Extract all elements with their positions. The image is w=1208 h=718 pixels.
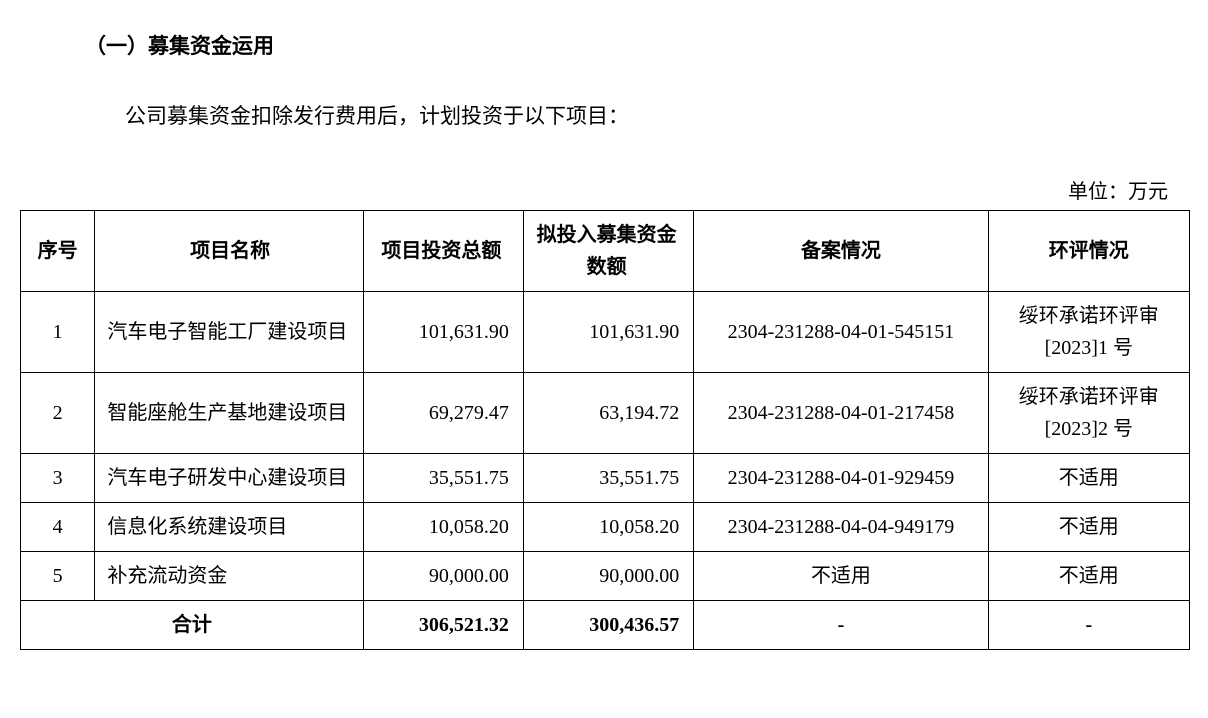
cell-amount2: 90,000.00 [523, 552, 693, 601]
table-row: 5 补充流动资金 90,000.00 90,000.00 不适用 不适用 [21, 552, 1190, 601]
cell-amount2: 63,194.72 [523, 373, 693, 454]
cell-amount1: 10,058.20 [363, 503, 523, 552]
cell-seq: 2 [21, 373, 95, 454]
total-amount1: 306,521.32 [363, 601, 523, 650]
cell-filing: 不适用 [694, 552, 988, 601]
cell-amount2: 10,058.20 [523, 503, 693, 552]
total-filing: - [694, 601, 988, 650]
table-row: 1 汽车电子智能工厂建设项目 101,631.90 101,631.90 230… [21, 292, 1190, 373]
total-amount2: 300,436.57 [523, 601, 693, 650]
cell-eia: 绥环承诺环评审[2023]2 号 [988, 373, 1189, 454]
cell-name: 汽车电子智能工厂建设项目 [95, 292, 363, 373]
cell-seq: 3 [21, 454, 95, 503]
cell-name: 信息化系统建设项目 [95, 503, 363, 552]
cell-eia: 不适用 [988, 454, 1189, 503]
cell-amount1: 69,279.47 [363, 373, 523, 454]
cell-amount1: 35,551.75 [363, 454, 523, 503]
cell-name: 补充流动资金 [95, 552, 363, 601]
cell-name: 智能座舱生产基地建设项目 [95, 373, 363, 454]
table-row: 4 信息化系统建设项目 10,058.20 10,058.20 2304-231… [21, 503, 1190, 552]
total-eia: - [988, 601, 1189, 650]
section-title: （一）募集资金运用 [85, 30, 1188, 60]
header-amount1: 项目投资总额 [363, 211, 523, 292]
header-eia: 环评情况 [988, 211, 1189, 292]
cell-amount2: 101,631.90 [523, 292, 693, 373]
header-name: 项目名称 [95, 211, 363, 292]
cell-eia: 不适用 [988, 503, 1189, 552]
header-amount2: 拟投入募集资金数额 [523, 211, 693, 292]
cell-filing: 2304-231288-04-01-929459 [694, 454, 988, 503]
cell-amount1: 90,000.00 [363, 552, 523, 601]
intro-text: 公司募集资金扣除发行费用后，计划投资于以下项目： [125, 100, 1188, 130]
cell-amount1: 101,631.90 [363, 292, 523, 373]
cell-amount2: 35,551.75 [523, 454, 693, 503]
cell-seq: 1 [21, 292, 95, 373]
table-total-row: 合计 306,521.32 300,436.57 - - [21, 601, 1190, 650]
cell-eia: 不适用 [988, 552, 1189, 601]
table-row: 2 智能座舱生产基地建设项目 69,279.47 63,194.72 2304-… [21, 373, 1190, 454]
table-header-row: 序号 项目名称 项目投资总额 拟投入募集资金数额 备案情况 环评情况 [21, 211, 1190, 292]
cell-name: 汽车电子研发中心建设项目 [95, 454, 363, 503]
total-label: 合计 [21, 601, 364, 650]
cell-seq: 5 [21, 552, 95, 601]
cell-seq: 4 [21, 503, 95, 552]
header-filing: 备案情况 [694, 211, 988, 292]
cell-filing: 2304-231288-04-04-949179 [694, 503, 988, 552]
unit-label: 单位：万元 [20, 175, 1168, 204]
funds-table: 序号 项目名称 项目投资总额 拟投入募集资金数额 备案情况 环评情况 1 汽车电… [20, 210, 1190, 650]
header-seq: 序号 [21, 211, 95, 292]
table-row: 3 汽车电子研发中心建设项目 35,551.75 35,551.75 2304-… [21, 454, 1190, 503]
cell-filing: 2304-231288-04-01-545151 [694, 292, 988, 373]
cell-filing: 2304-231288-04-01-217458 [694, 373, 988, 454]
cell-eia: 绥环承诺环评审[2023]1 号 [988, 292, 1189, 373]
